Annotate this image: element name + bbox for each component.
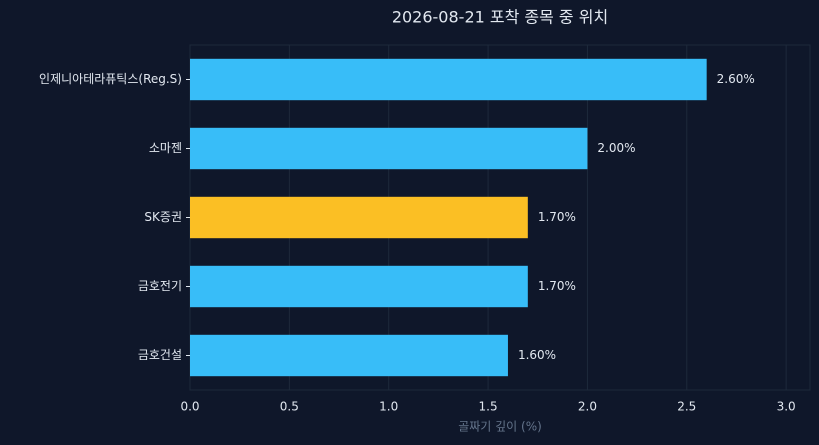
value-label: 1.70%	[538, 210, 576, 224]
x-tick-label: 1.0	[379, 400, 398, 414]
y-tick-label: SK증권	[144, 210, 182, 224]
value-label: 1.70%	[538, 279, 576, 293]
bar	[190, 196, 528, 239]
value-label: 2.60%	[717, 72, 755, 86]
y-tick-label: 금호건설	[138, 348, 182, 362]
x-tick-label: 0.5	[280, 400, 299, 414]
x-tick-label: 2.5	[677, 400, 696, 414]
x-tick-label: 0.0	[180, 400, 199, 414]
y-tick-label: 금호전기	[138, 279, 182, 293]
bar	[190, 265, 528, 308]
x-tick-label: 3.0	[777, 400, 796, 414]
x-tick-label: 2.0	[578, 400, 597, 414]
y-tick-label: 인제니아테라퓨틱스(Reg.S)	[39, 72, 182, 86]
bar	[190, 58, 707, 101]
x-tick-label: 1.5	[479, 400, 498, 414]
x-axis-label: 골짜기 깊이 (%)	[458, 420, 542, 434]
value-label: 2.00%	[597, 141, 635, 155]
chart-title: 2026-08-21 포착 종목 중 위치	[392, 8, 608, 27]
bar	[190, 127, 588, 170]
value-label: 1.60%	[518, 348, 556, 362]
y-tick-label: 소마젠	[149, 141, 182, 155]
bar	[190, 334, 508, 377]
